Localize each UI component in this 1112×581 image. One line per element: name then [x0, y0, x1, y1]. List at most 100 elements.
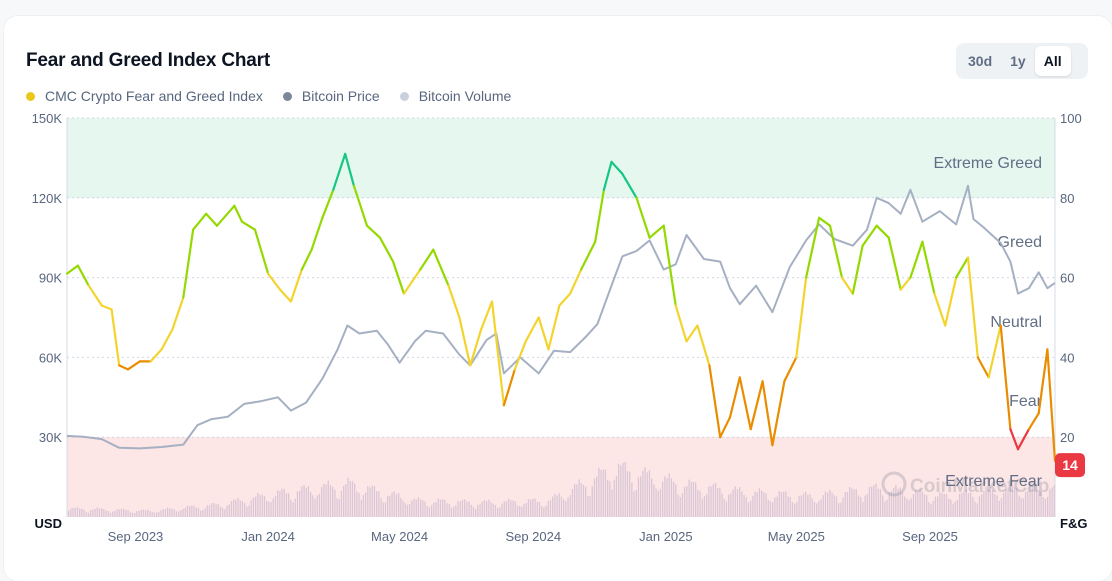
zone-labels: Extreme Greed Greed Neutral Fear Extreme Fea…	[934, 155, 1043, 490]
volume-bar	[378, 491, 380, 517]
x-axis-tick-label: Sep 2024	[505, 529, 561, 544]
volume-bar	[270, 502, 272, 517]
fear-greed-segment	[547, 304, 561, 351]
volume-bar	[406, 504, 409, 517]
volume-bar	[158, 512, 160, 517]
volume-bar	[409, 504, 411, 517]
volume-bar	[886, 499, 888, 517]
volume-bar	[338, 499, 340, 517]
volume-bar	[948, 498, 950, 517]
current-value-badge: 14	[1055, 453, 1085, 478]
fear-greed-segment	[662, 224, 677, 307]
volume-bar	[288, 493, 290, 517]
volume-bar	[697, 489, 699, 517]
volume-bar	[780, 492, 783, 517]
volume-bar	[76, 507, 79, 517]
fear-greed-segment	[674, 304, 688, 343]
volume-bar	[301, 486, 303, 517]
volume-bar	[541, 506, 543, 517]
volume-bar	[712, 484, 714, 517]
volume-bar	[1007, 487, 1009, 517]
volume-bar	[92, 509, 94, 517]
fear-greed-segment	[804, 216, 821, 279]
volume-bar	[800, 495, 802, 517]
volume-bar	[587, 496, 589, 517]
fear-greed-segment	[267, 272, 282, 291]
volume-bar	[937, 496, 939, 517]
fear-greed-segment	[149, 348, 163, 363]
volume-bar	[457, 501, 459, 517]
volume-bar	[437, 498, 439, 517]
volume-bar	[1040, 491, 1042, 517]
volume-bar	[136, 511, 138, 517]
volume-bar	[224, 509, 226, 517]
volume-bar	[109, 512, 112, 517]
fear-greed-segment	[887, 236, 902, 291]
legend-item-fear-greed[interactable]: CMC Crypto Fear and Greed Index	[26, 88, 263, 104]
volume-bar	[796, 502, 798, 517]
volume-bar	[677, 494, 679, 517]
volume-bar	[120, 508, 123, 517]
volume-bar	[774, 497, 776, 517]
volume-bar	[651, 478, 653, 517]
fear-greed-segment	[783, 356, 798, 383]
volume-bar	[501, 503, 503, 517]
fear-greed-segment	[332, 152, 347, 191]
volume-bar	[200, 510, 202, 517]
volume-bar	[222, 507, 224, 517]
volume-bar	[472, 507, 475, 517]
volume-bar	[983, 490, 985, 517]
volume-bar	[769, 501, 772, 517]
volume-bar	[600, 470, 602, 517]
volume-bar	[305, 487, 307, 517]
volume-bar	[215, 504, 217, 517]
fear-greed-segment	[344, 152, 355, 187]
volume-bar	[358, 493, 360, 517]
fear-greed-segment	[602, 160, 613, 191]
legend-dot-icon	[399, 91, 409, 101]
fear-greed-segment	[300, 248, 313, 271]
volume-bar	[604, 469, 607, 517]
legend-item-bitcoin-volume[interactable]: Bitcoin Volume	[399, 88, 511, 104]
volume-bar	[182, 508, 184, 517]
volume-bar	[296, 491, 299, 517]
volume-bar	[633, 491, 635, 517]
volume-bar	[950, 499, 952, 517]
fear-greed-segment	[771, 380, 786, 447]
volume-bar	[956, 500, 959, 517]
volume-bar	[173, 509, 175, 517]
legend-item-bitcoin-price[interactable]: Bitcoin Price	[282, 88, 380, 104]
fear-greed-segment	[909, 240, 924, 279]
volume-bar	[646, 472, 648, 517]
right-axis-tick-label: 40	[1060, 350, 1074, 365]
volume-bar	[978, 496, 981, 517]
fear-greed-segment	[944, 276, 958, 327]
volume-bar	[710, 486, 712, 517]
volume-bar	[644, 467, 646, 517]
volume-bar	[347, 477, 349, 517]
volume-bar	[648, 470, 651, 517]
volume-bar	[129, 511, 131, 517]
fear-greed-segment	[954, 256, 970, 279]
fear-greed-segment	[378, 236, 395, 263]
volume-bar	[367, 486, 369, 517]
volume-bar	[820, 499, 822, 517]
fear-greed-segment	[899, 276, 912, 291]
fear-greed-segment	[738, 376, 752, 431]
fear-greed-segment	[1046, 348, 1057, 463]
range-all-button[interactable]: All	[1034, 46, 1071, 76]
zone-label: Extreme Fear	[945, 473, 1043, 490]
volume-bar	[90, 510, 92, 517]
volume-bar	[580, 483, 582, 517]
volume-bar	[794, 503, 796, 517]
volume-bar	[105, 510, 107, 517]
volume-bar	[197, 507, 200, 517]
range-1y-button[interactable]: 1y	[1001, 46, 1035, 76]
volume-bar	[692, 481, 695, 517]
volume-bar	[444, 499, 446, 517]
bitcoin-price-line	[66, 184, 1056, 450]
volume-bar	[371, 485, 373, 517]
range-30d-button[interactable]: 30d	[959, 46, 1001, 76]
volume-bar	[802, 493, 805, 517]
volume-bar	[481, 501, 483, 517]
